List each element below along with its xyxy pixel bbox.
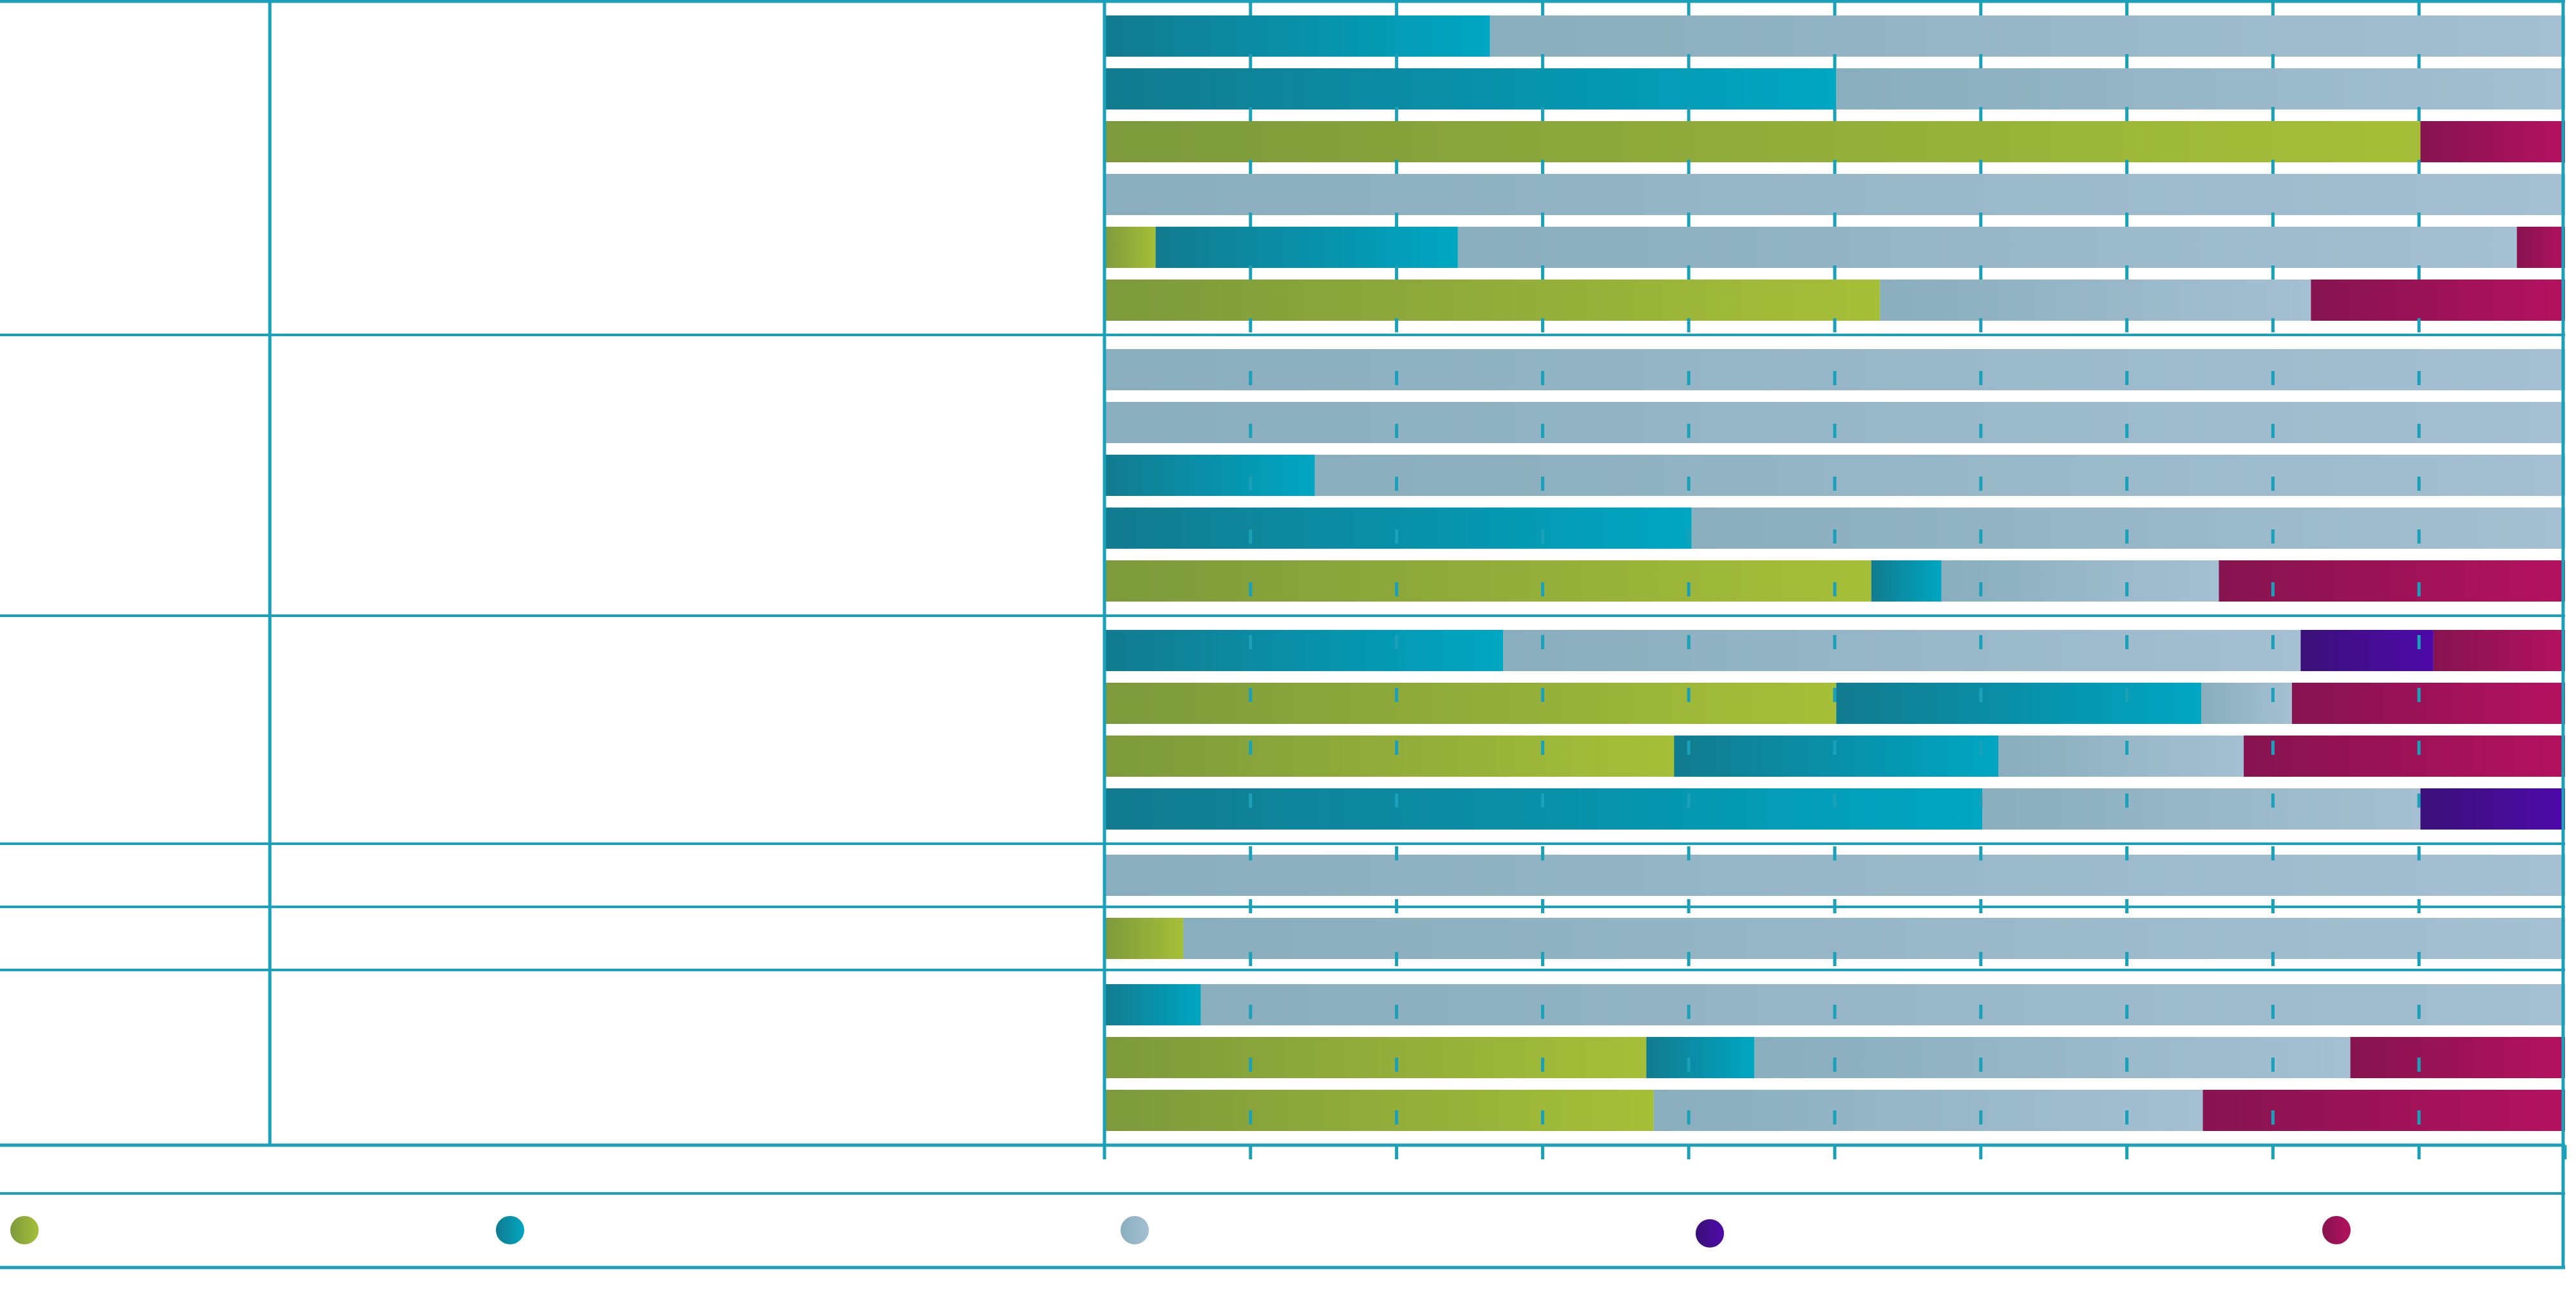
grid-layer	[0, 0, 2567, 1268]
bar-g2-r0-s4	[2433, 630, 2565, 671]
bar-g2-r0-s3	[2300, 630, 2434, 671]
bar-g0-r4-s0	[1104, 227, 1156, 268]
bar-g0-r5-s4	[2311, 280, 2565, 321]
legend-marker-3	[1121, 1216, 1149, 1244]
bar-g1-r2-s2	[1314, 455, 2565, 496]
bar-g5-r1-s4	[2350, 1037, 2565, 1078]
bar-g1-r4-s4	[2219, 560, 2565, 602]
bar-g0-r4-s4	[2517, 227, 2565, 268]
bar-g5-r0-s2	[1200, 984, 2565, 1025]
bar-g5-r2-s4	[2202, 1090, 2565, 1131]
bar-g2-r0-s2	[1503, 630, 2301, 671]
bar-g2-r2-s2	[1998, 736, 2244, 777]
legend	[0, 1192, 2565, 1269]
bar-g0-r0-s2	[1490, 15, 2565, 57]
bar-g5-r1-s2	[1754, 1037, 2351, 1078]
bar-g1-r4-s1	[1871, 560, 1942, 602]
bar-g5-r1-s0	[1104, 1037, 1647, 1078]
bar-g2-r1-s1	[1836, 683, 2202, 724]
bar-g1-r2-s1	[1104, 455, 1315, 496]
bar-g0-r2-s0	[1104, 121, 2421, 162]
bar-g2-r1-s0	[1104, 683, 1837, 724]
bar-g4-r0-s0	[1104, 918, 1184, 959]
legend-marker-4	[1696, 1219, 1724, 1248]
bar-g0-r1-s2	[1836, 68, 2565, 109]
bar-g2-r1-s2	[2201, 683, 2292, 724]
bar-g5-r0-s1	[1104, 984, 1201, 1025]
bar-g2-r0-s1	[1104, 630, 1504, 671]
bar-g5-r1-s1	[1646, 1037, 1755, 1078]
bar-g2-r3-s3	[2420, 788, 2565, 830]
bar-g0-r4-s2	[1457, 227, 2517, 268]
bar-g5-r2-s0	[1104, 1090, 1654, 1131]
legend-marker-5	[2322, 1216, 2351, 1244]
bar-g1-r4-s2	[1941, 560, 2219, 602]
bar-g0-r1-s1	[1104, 68, 1837, 109]
bar-g2-r2-s4	[2244, 736, 2565, 777]
bars-layer	[1104, 15, 2565, 1131]
bar-g0-r0-s1	[1104, 15, 1490, 57]
bar-g2-r3-s2	[1982, 788, 2421, 830]
bar-g2-r2-s0	[1104, 736, 1674, 777]
legend-marker-2	[496, 1216, 524, 1244]
bar-g4-r0-s2	[1183, 918, 2565, 959]
bar-g0-r4-s1	[1155, 227, 1458, 268]
bar-g0-r5-s0	[1104, 280, 1880, 321]
bar-g1-r4-s0	[1104, 560, 1871, 602]
bar-g3-r0-s2	[1104, 855, 2565, 896]
bar-g0-r3-s2	[1104, 174, 2565, 215]
legend-marker-1	[10, 1216, 39, 1244]
bar-g5-r2-s2	[1653, 1090, 2203, 1131]
bar-g2-r1-s4	[2291, 683, 2565, 724]
bar-g0-r2-s4	[2420, 121, 2565, 162]
bar-g0-r5-s2	[1880, 280, 2311, 321]
